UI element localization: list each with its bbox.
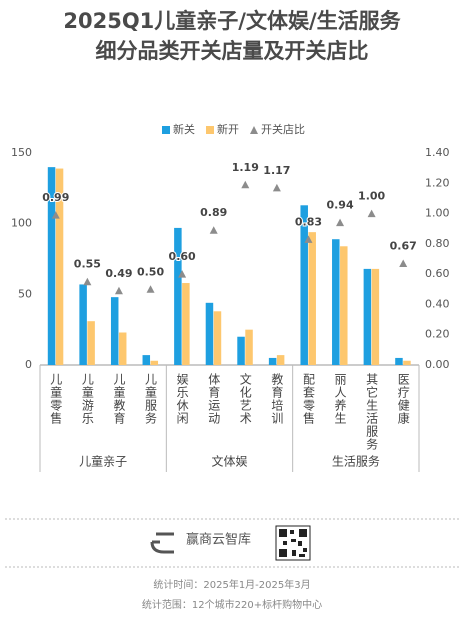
ratio-marker xyxy=(336,218,345,227)
y2-tick-label: 0.00 xyxy=(425,358,450,371)
chart-title: 细分品类开关店量及开关店比 xyxy=(96,39,369,63)
qr-code xyxy=(275,525,311,561)
legend-symbol xyxy=(250,126,258,134)
y2-tick-label: 0.80 xyxy=(425,237,450,250)
bar xyxy=(55,168,64,365)
bar xyxy=(340,246,348,365)
y2-tick-label: 1.20 xyxy=(425,176,450,189)
x-tick-label: 儿童教育 xyxy=(112,373,126,425)
y2-tick-label: 0.20 xyxy=(425,328,450,341)
bar xyxy=(47,167,56,365)
bar xyxy=(308,232,316,365)
bar xyxy=(79,284,87,365)
legend-symbol xyxy=(162,126,170,134)
ratio-marker xyxy=(51,211,60,219)
bar xyxy=(276,355,285,365)
ratio-marker xyxy=(114,286,123,295)
legend-label: 新开 xyxy=(217,122,239,136)
data-label: 0.50 xyxy=(137,265,164,278)
legend-symbol xyxy=(206,126,214,134)
x-tick-label: 儿童游乐 xyxy=(80,373,94,425)
group-label: 文体娱 xyxy=(211,454,247,469)
y-tick-label: 50 xyxy=(18,287,32,300)
bar xyxy=(371,268,380,365)
chart-title: 2025Q1儿童亲子/文体娱/生活服务 xyxy=(63,9,401,33)
bar xyxy=(237,336,245,365)
bar xyxy=(118,332,127,365)
bar xyxy=(174,227,182,365)
y2-tick-label: 0.40 xyxy=(425,297,450,310)
data-label: 1.19 xyxy=(232,161,259,174)
bar xyxy=(110,297,119,365)
y-tick-label: 0 xyxy=(25,358,32,371)
footer-time: 统计时间：2025年1月-2025年3月 xyxy=(153,578,310,591)
ratio-marker xyxy=(209,226,218,234)
y-tick-label: 150 xyxy=(11,146,32,159)
group-label: 生活服务 xyxy=(332,454,380,469)
x-tick-label: 儿童服务 xyxy=(144,373,158,425)
data-label: 0.49 xyxy=(105,267,132,280)
group-label: 儿童亲子 xyxy=(79,454,127,469)
data-label: 1.00 xyxy=(358,190,385,203)
legend-label: 新关 xyxy=(173,122,195,136)
bar xyxy=(142,355,151,365)
bar xyxy=(245,329,253,365)
bar xyxy=(332,239,340,365)
bar xyxy=(182,283,190,365)
data-label: 0.99 xyxy=(42,191,69,204)
x-tick-label: 文化艺术 xyxy=(238,372,252,425)
x-tick-label: 娱乐休闲 xyxy=(175,373,189,425)
x-tick-label: 儿童零售 xyxy=(49,373,63,425)
ratio-marker xyxy=(146,285,155,293)
bar xyxy=(213,311,222,365)
data-label: 0.55 xyxy=(74,258,101,271)
bar xyxy=(150,360,159,365)
data-label: 0.60 xyxy=(169,250,196,263)
y2-tick-label: 1.40 xyxy=(425,146,450,159)
x-tick-label: 体育运动 xyxy=(207,373,221,425)
ratio-marker xyxy=(241,180,250,189)
bar xyxy=(205,302,214,365)
footer-scope: 统计范围：12个城市220+标杆购物中心 xyxy=(142,598,322,611)
y2-tick-label: 0.60 xyxy=(425,267,450,280)
ratio-marker xyxy=(367,209,376,218)
bar xyxy=(395,357,403,365)
x-tick-label: 医疗健康 xyxy=(396,373,410,425)
data-label: 0.94 xyxy=(326,199,353,212)
legend-label: 开关店比 xyxy=(261,122,305,136)
data-label: 0.83 xyxy=(295,215,322,228)
ratio-marker xyxy=(83,277,92,286)
bar xyxy=(87,321,95,365)
ratio-marker xyxy=(399,259,408,268)
data-label: 0.89 xyxy=(200,206,227,219)
x-tick-label: 配套零售 xyxy=(301,373,315,425)
y-tick-label: 100 xyxy=(11,217,32,230)
ratio-marker xyxy=(304,235,313,243)
data-label: 1.17 xyxy=(263,164,290,177)
x-tick-label: 教育培训 xyxy=(270,372,284,425)
x-tick-label: 丽人养生 xyxy=(333,373,347,425)
ratio-marker xyxy=(178,270,187,278)
brand: 赢商云智库 xyxy=(186,532,251,548)
ratio-marker xyxy=(272,183,281,192)
bar xyxy=(268,357,277,365)
data-label: 0.67 xyxy=(390,240,417,253)
bar xyxy=(403,360,411,365)
y2-tick-label: 1.00 xyxy=(425,207,450,220)
logo-icon xyxy=(150,532,174,554)
x-tick-label: 其它生活服务 xyxy=(365,373,379,451)
bar xyxy=(300,205,308,365)
bar xyxy=(363,268,372,365)
